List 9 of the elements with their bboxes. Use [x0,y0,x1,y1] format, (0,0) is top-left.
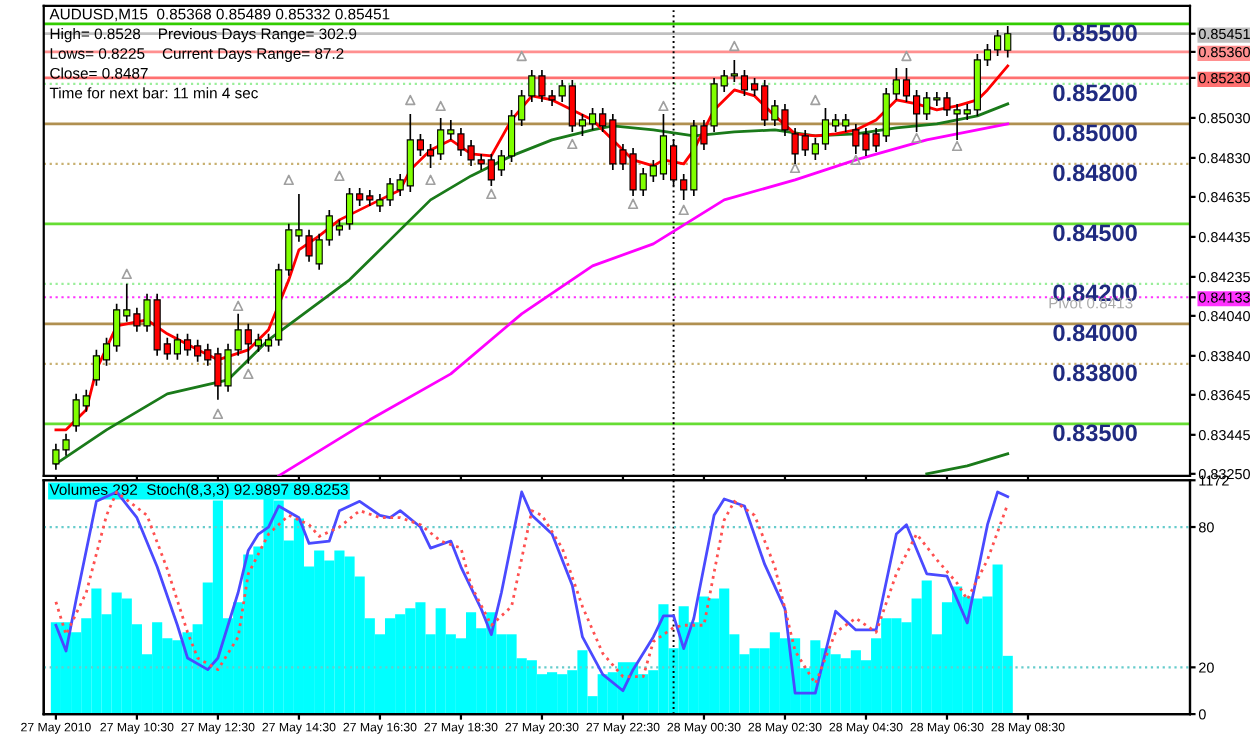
ref-line-label: 0.85000 [1053,124,1137,142]
ref-line-label: 0.85500 [1053,24,1137,42]
ref-line-label: 0.85200 [1053,84,1137,102]
ref-line-label: 0.84200 [1053,284,1137,302]
ref-line-label: 0.84500 [1053,224,1137,242]
ref-line-label: 0.84000 [1053,324,1137,342]
ref-line-label: 0.84800 [1053,164,1137,182]
ref-line-label: 0.83800 [1053,364,1137,382]
ref-line-label: 0.83500 [1053,424,1137,442]
